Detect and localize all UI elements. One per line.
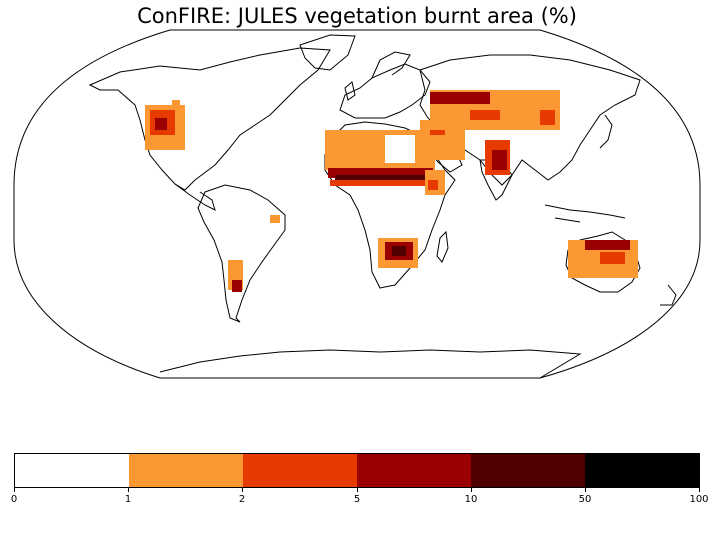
burn-wna-4 bbox=[172, 100, 180, 110]
colorbar-segment-2-5 bbox=[243, 454, 357, 487]
burn-southasia-2 bbox=[492, 150, 507, 170]
europe-outline bbox=[339, 63, 431, 119]
tick-5 bbox=[585, 488, 586, 492]
burn-centralasia-3 bbox=[470, 110, 500, 120]
tick-4 bbox=[471, 488, 472, 492]
africa-outline bbox=[324, 121, 456, 289]
central-america-outline bbox=[174, 183, 216, 211]
uk-outline bbox=[344, 81, 356, 101]
burn-sahel-2 bbox=[335, 175, 425, 183]
tick-6 bbox=[699, 488, 700, 492]
new-zealand-outline bbox=[660, 284, 677, 306]
burn-wna-3 bbox=[155, 118, 167, 130]
tick-3 bbox=[357, 488, 358, 492]
tick-label-4: 10 bbox=[464, 494, 478, 505]
tick-label-3: 5 bbox=[353, 494, 361, 505]
burn-australia-2 bbox=[585, 240, 630, 250]
scandinavia-outline bbox=[371, 51, 411, 79]
tick-label-1: 1 bbox=[124, 494, 132, 505]
burn-sahel-3 bbox=[330, 180, 425, 186]
indonesia-outline bbox=[544, 204, 626, 223]
tick-1 bbox=[128, 488, 129, 492]
madagascar-outline bbox=[436, 230, 449, 263]
colorbar-ticks: 0 1 2 5 10 50 100 bbox=[10, 488, 709, 508]
world-map bbox=[13, 29, 701, 379]
tick-label-0: 0 bbox=[10, 494, 18, 505]
burn-safrica-3 bbox=[392, 246, 406, 256]
colorbar-segment-50-100 bbox=[585, 454, 699, 487]
colorbar bbox=[14, 453, 700, 488]
antarctica-outline bbox=[159, 349, 582, 379]
burn-samerica-2 bbox=[232, 280, 242, 292]
north-america-outline bbox=[88, 47, 331, 191]
burn-australia-3 bbox=[600, 252, 625, 264]
burn-eastafrica-2 bbox=[428, 180, 438, 190]
colorbar-segment-10-50 bbox=[471, 454, 585, 487]
burn-centralasia-4 bbox=[540, 110, 555, 125]
colorbar-segment-5-10 bbox=[357, 454, 471, 487]
greenland-outline bbox=[299, 34, 356, 71]
south-america-outline bbox=[197, 184, 286, 323]
burn-sahara-gap bbox=[385, 135, 415, 163]
tick-label-5: 50 bbox=[578, 494, 592, 505]
burn-sahel-1 bbox=[328, 168, 433, 178]
japan-outline bbox=[599, 114, 613, 149]
colorbar-segment-1-2 bbox=[129, 454, 243, 487]
burn-centralasia-2 bbox=[430, 92, 490, 104]
burn-brazil bbox=[270, 215, 280, 223]
tick-label-2: 2 bbox=[238, 494, 246, 505]
burn-overlay bbox=[145, 90, 638, 292]
globe-outline bbox=[13, 29, 701, 379]
burn-sahara bbox=[325, 130, 435, 170]
tick-0 bbox=[14, 488, 15, 492]
tick-label-6: 100 bbox=[689, 494, 709, 505]
colorbar-segment-0-1 bbox=[15, 454, 129, 487]
tick-2 bbox=[242, 488, 243, 492]
chart-title: ConFIRE: JULES vegetation burnt area (%) bbox=[137, 4, 577, 28]
